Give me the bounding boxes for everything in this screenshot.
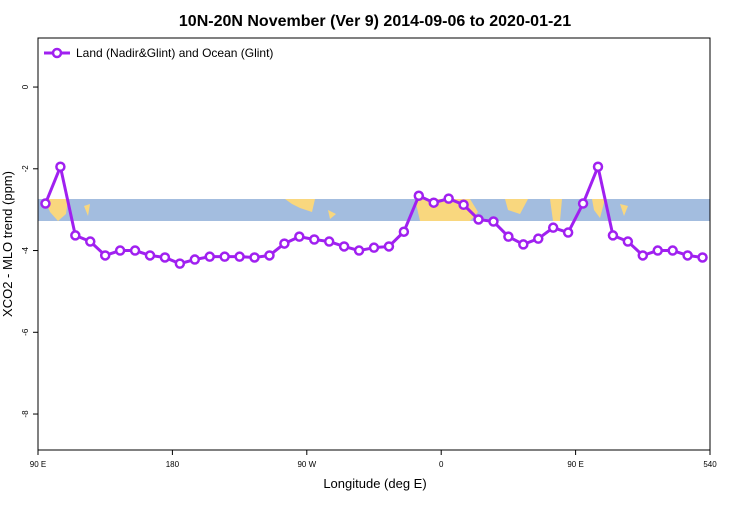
x-tick-label: 90 W — [297, 460, 316, 469]
x-tick-label: 90 E — [30, 460, 46, 469]
data-point — [249, 252, 260, 263]
data-point — [458, 199, 469, 211]
data-point — [622, 236, 634, 247]
data-point — [413, 190, 425, 202]
map-band — [38, 199, 710, 221]
chart-title: 10N-20N November (Ver 9) 2014-09-06 to 2… — [179, 13, 571, 30]
data-point — [85, 236, 96, 247]
data-point — [159, 252, 171, 263]
data-point — [144, 250, 156, 261]
data-point — [562, 227, 574, 238]
data-point — [443, 193, 454, 204]
data-point — [398, 226, 410, 237]
data-point — [637, 250, 649, 261]
data-point — [174, 258, 186, 269]
data-point — [652, 245, 663, 256]
x-tick-label: 540 — [703, 460, 717, 469]
y-tick-label: -8 — [21, 410, 30, 418]
data-point — [234, 251, 245, 262]
data-point — [682, 250, 693, 261]
data-point — [547, 222, 559, 233]
y-tick-label: 0 — [21, 84, 30, 89]
data-point — [428, 197, 439, 208]
x-tick-label: 0 — [439, 460, 444, 469]
data-point — [323, 236, 335, 247]
data-point — [533, 233, 544, 244]
data-point — [592, 161, 604, 172]
x-tick-label: 180 — [166, 460, 180, 469]
data-point — [55, 161, 66, 172]
data-point — [368, 242, 380, 253]
data-point — [114, 245, 126, 256]
data-point — [353, 245, 365, 256]
x-tick-label: 90 E — [567, 460, 583, 469]
data-point — [129, 245, 141, 256]
data-point — [70, 230, 81, 241]
data-point — [577, 198, 589, 209]
data-point — [264, 250, 275, 261]
data-point — [189, 254, 201, 265]
y-tick-label: -2 — [21, 165, 30, 173]
data-point — [99, 250, 111, 261]
data-point — [309, 234, 320, 245]
data-point — [667, 245, 678, 256]
data-point — [383, 241, 395, 252]
data-point — [279, 238, 290, 249]
y-tick-label: -6 — [21, 328, 30, 336]
legend-label: Land (Nadir&Glint) and Ocean (Glint) — [76, 46, 273, 60]
plot-frame — [37, 37, 711, 451]
data-point — [204, 251, 215, 262]
data-point — [607, 230, 619, 241]
data-point — [294, 231, 305, 242]
data-point — [473, 214, 484, 225]
data-point — [488, 216, 499, 227]
x-axis-label: Longitude (deg E) — [323, 476, 426, 491]
data-point — [503, 231, 514, 242]
data-point — [518, 239, 529, 250]
data-point — [338, 241, 350, 252]
legend-marker — [51, 47, 63, 59]
y-axis-label: XCO2 - MLO trend (ppm) — [0, 171, 15, 317]
data-point — [219, 251, 230, 262]
data-point — [40, 198, 51, 209]
data-point — [697, 252, 708, 263]
y-tick-label: -4 — [21, 246, 30, 254]
